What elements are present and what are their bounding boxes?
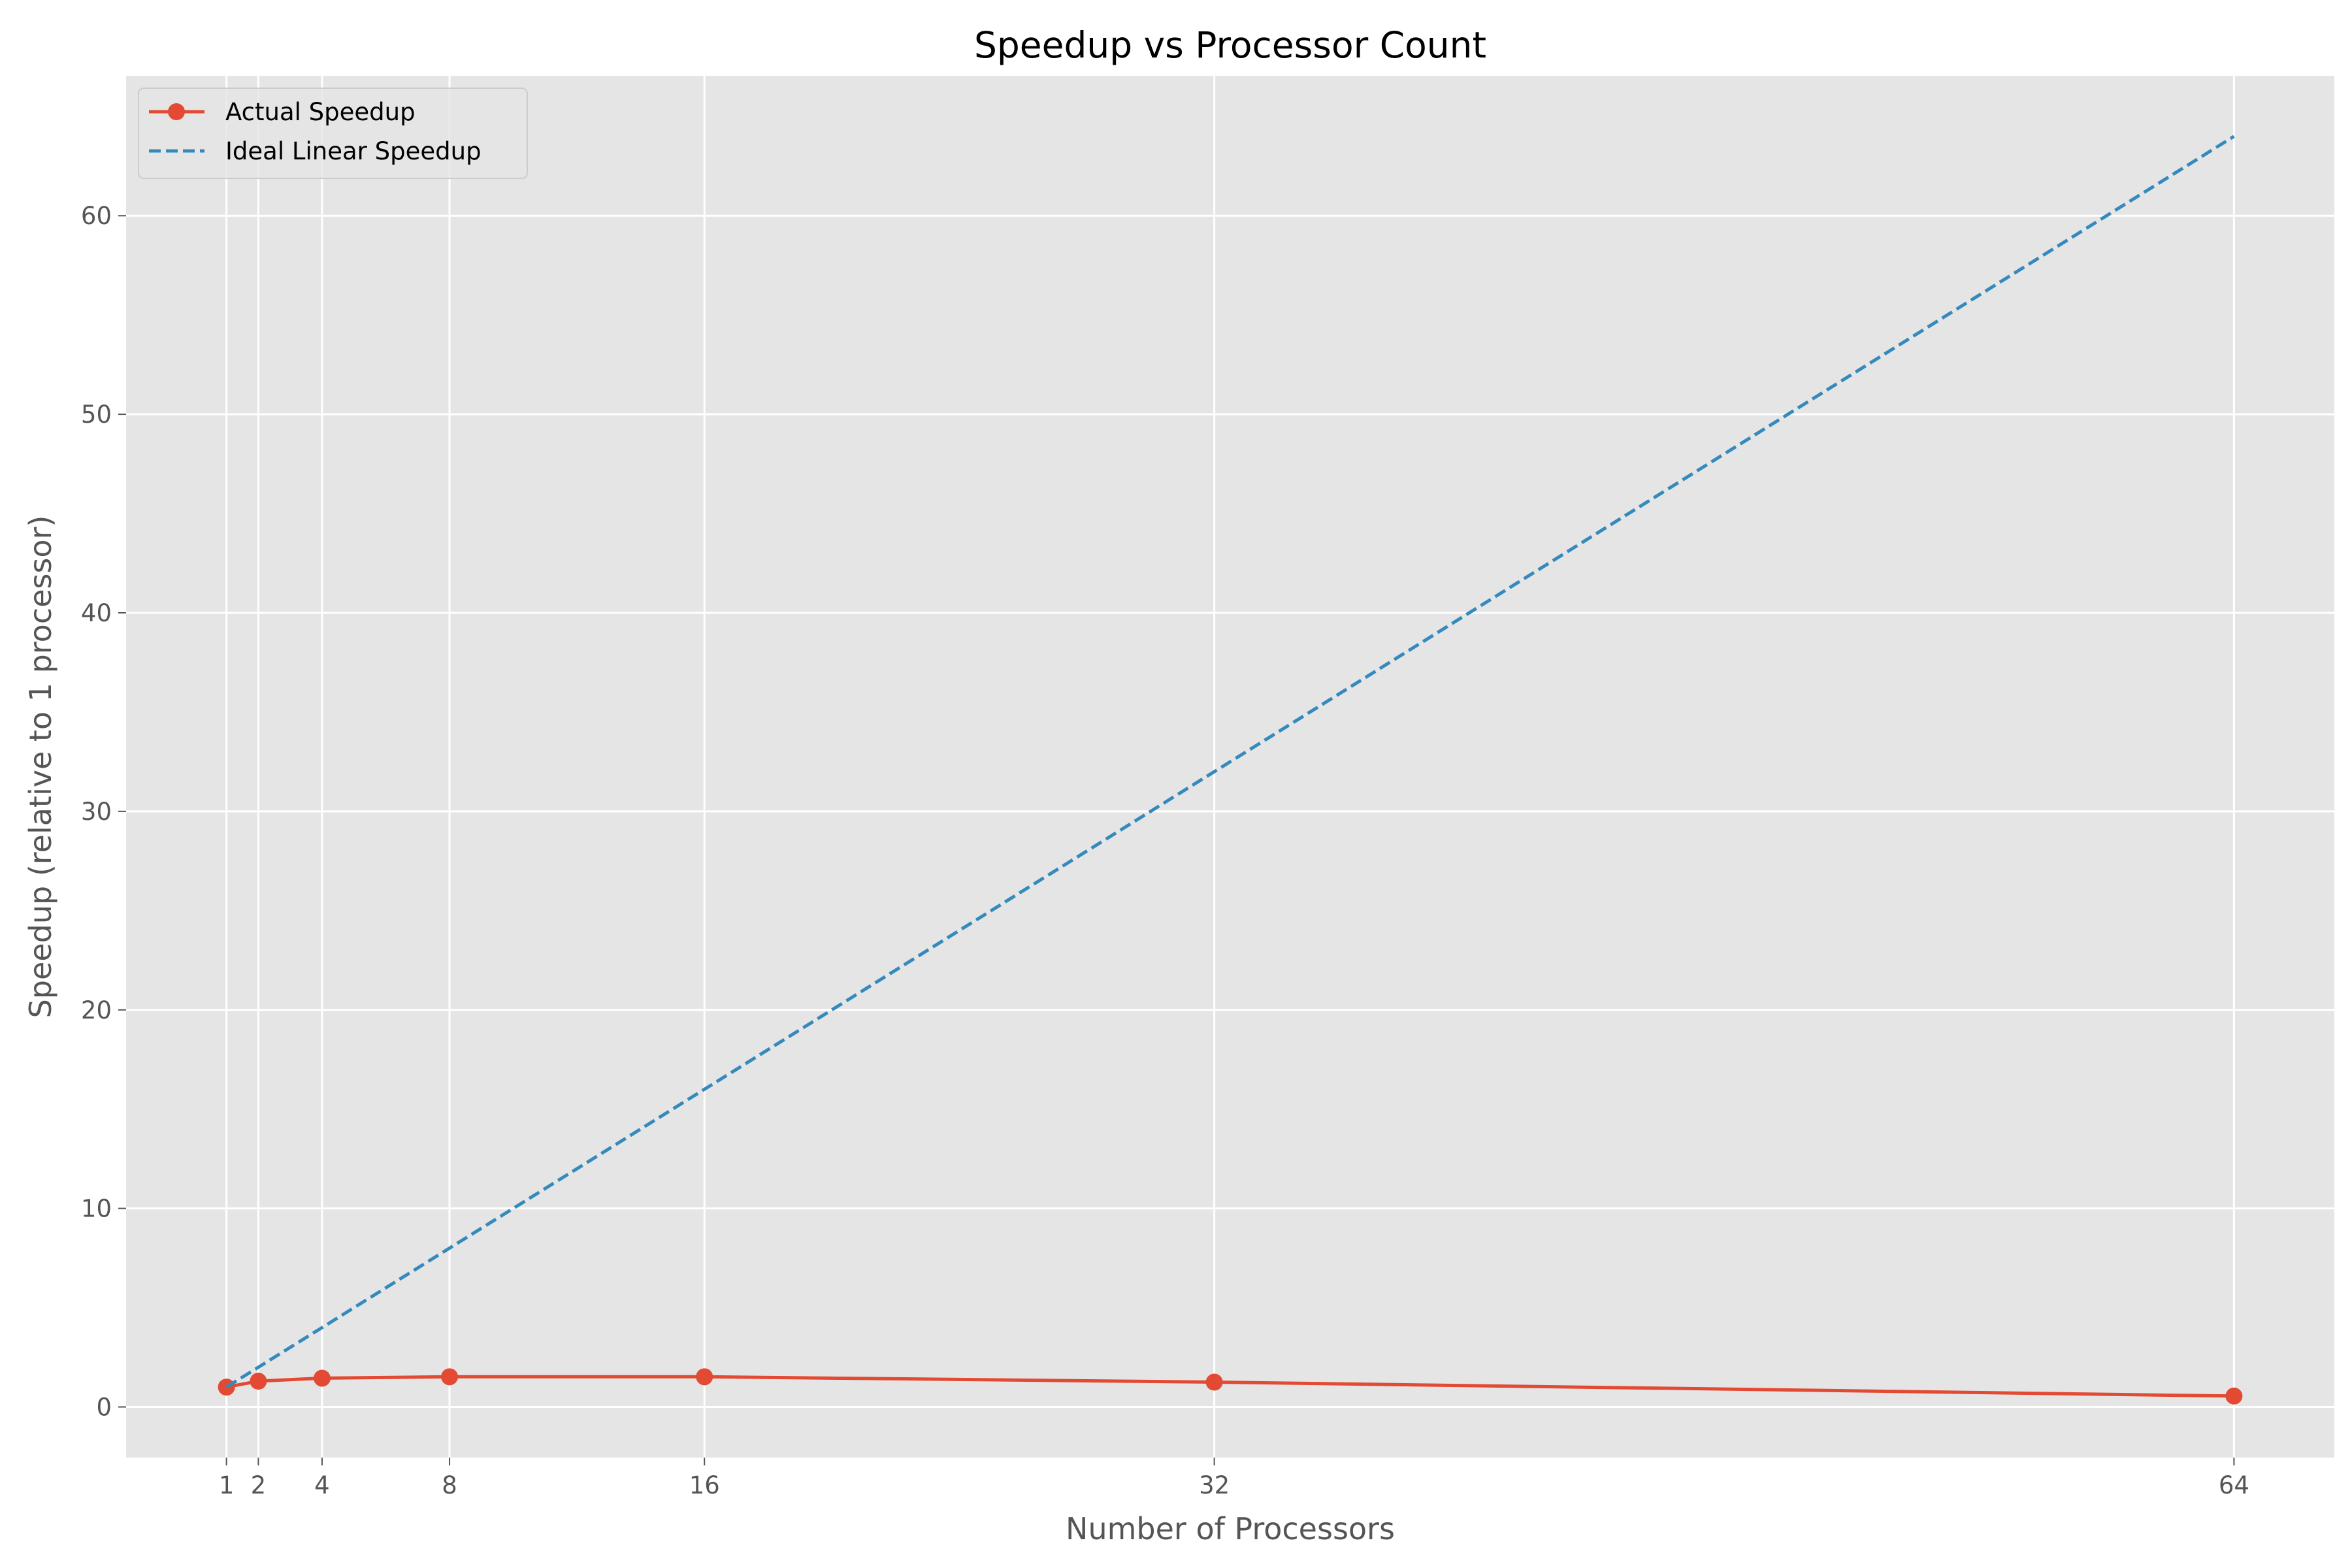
legend-label-ideal-linear-speedup: Ideal Linear Speedup	[225, 137, 482, 165]
y-axis-label: Speedup (relative to 1 processor)	[23, 515, 58, 1019]
x-tick-label-64: 64	[2219, 1471, 2249, 1499]
y-tick-label-10: 10	[81, 1195, 112, 1223]
y-tick-label-60: 60	[81, 202, 112, 230]
data-point-actual-speedup-8	[441, 1368, 459, 1386]
x-tick-label-2: 2	[251, 1471, 267, 1499]
x-axis-label: Number of Processors	[1066, 1511, 1395, 1546]
legend-marker-actual-speedup	[168, 103, 185, 120]
y-tick-label-20: 20	[81, 996, 112, 1024]
y-tick-label-40: 40	[81, 599, 112, 627]
data-point-actual-speedup-64	[2225, 1387, 2243, 1405]
x-tick-labels: 1 2 4 8 16 32 64	[219, 1458, 2249, 1499]
y-tick-label-0: 0	[96, 1394, 112, 1422]
legend: Actual Speedup Ideal Linear Speedup	[138, 88, 528, 179]
data-point-actual-speedup-2	[250, 1373, 267, 1390]
x-tick-label-32: 32	[1199, 1471, 1230, 1499]
data-point-actual-speedup-4	[313, 1369, 331, 1387]
x-tick-label-4: 4	[314, 1471, 330, 1499]
y-tick-label-30: 30	[81, 798, 112, 826]
series-line-ideal-linear-speedup	[225, 135, 2235, 1389]
series-layer	[218, 135, 2243, 1405]
data-point-actual-speedup-32	[1205, 1373, 1223, 1391]
y-tick-labels: 0 10 20 30 40 50 60	[81, 202, 126, 1422]
legend-entry-ideal-linear-speedup: Ideal Linear Speedup	[149, 137, 482, 165]
legend-label-actual-speedup: Actual Speedup	[225, 98, 416, 126]
x-tick-label-1: 1	[219, 1471, 235, 1499]
data-point-actual-speedup-16	[696, 1368, 713, 1386]
plot-area	[126, 76, 2334, 1458]
x-tick-label-16: 16	[689, 1471, 720, 1499]
x-tick-label-8: 8	[442, 1471, 457, 1499]
legend-box	[138, 88, 528, 179]
legend-entry-actual-speedup: Actual Speedup	[149, 98, 416, 126]
y-tick-label-50: 50	[81, 400, 112, 429]
gridlines	[126, 76, 2334, 1458]
chart-title: Speedup vs Processor Count	[974, 24, 1486, 66]
